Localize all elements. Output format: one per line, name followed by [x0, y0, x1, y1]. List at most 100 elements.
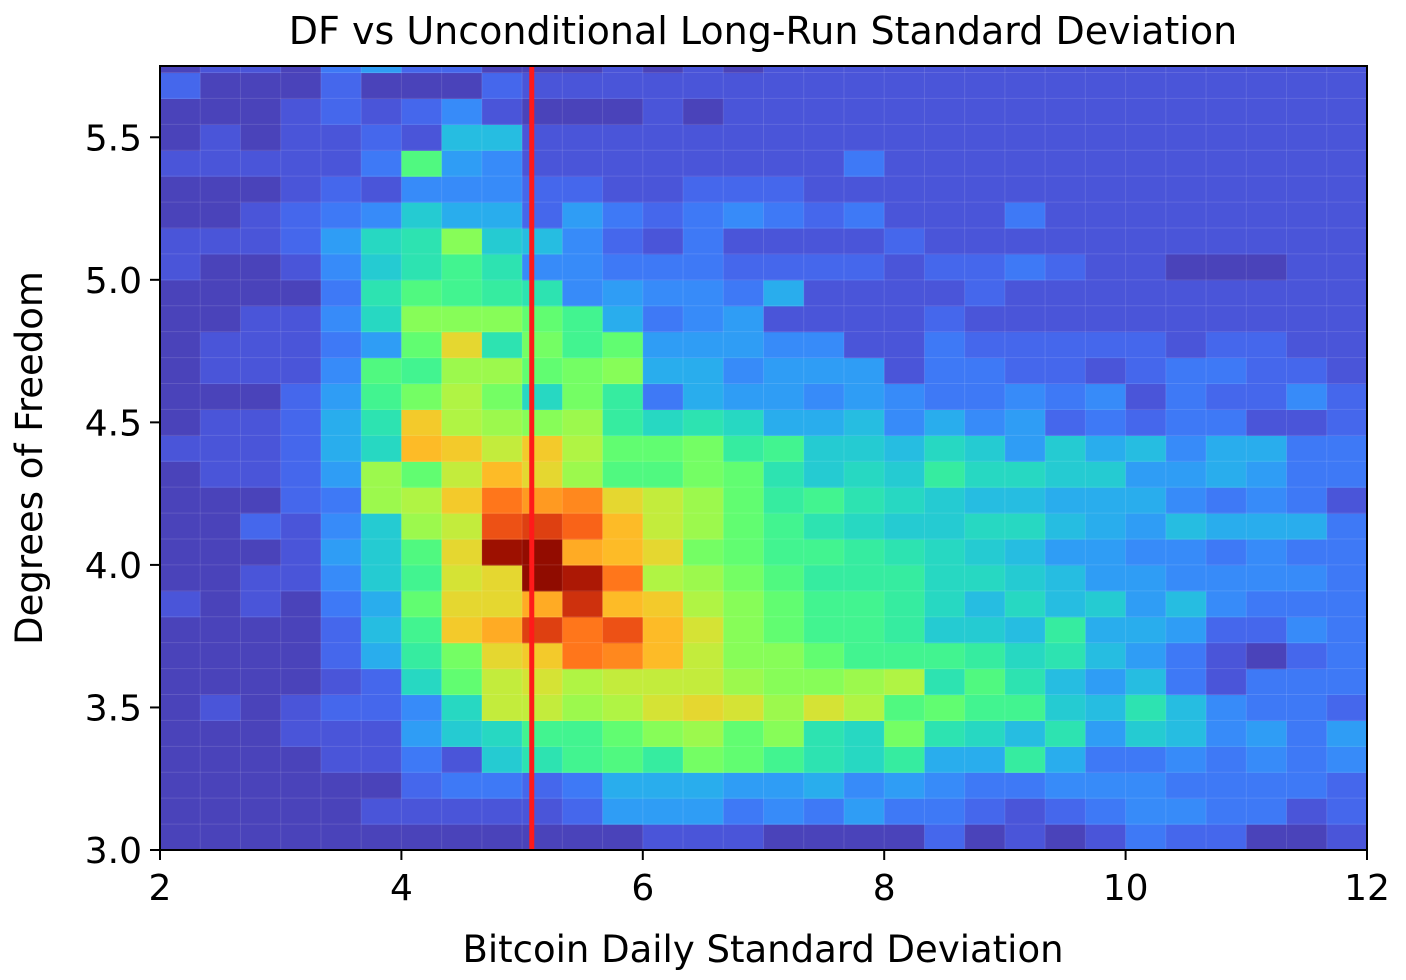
heatmap-cell: [723, 720, 765, 747]
heatmap-cell: [401, 305, 443, 333]
heatmap-cell: [683, 98, 724, 125]
heatmap-cell: [280, 98, 322, 125]
heatmap-cell: [723, 564, 765, 592]
heatmap-cell: [1125, 435, 1167, 462]
heatmap-cell: [320, 72, 362, 99]
heatmap-cell: [1004, 798, 1046, 825]
heatmap-cell: [481, 98, 523, 125]
heatmap-cell: [481, 616, 523, 644]
heatmap-cell: [240, 461, 282, 488]
heatmap-cell: [160, 642, 201, 670]
heatmap-cell: [1286, 305, 1328, 333]
heatmap-cell: [1326, 513, 1368, 540]
heatmap-cell: [1165, 383, 1207, 411]
heatmap-cell: [361, 279, 402, 307]
heatmap-cell: [562, 98, 604, 125]
heatmap-cell: [200, 72, 242, 99]
heatmap-cell: [481, 409, 523, 436]
heatmap-cell: [1045, 538, 1086, 566]
heatmap-cell: [843, 72, 885, 99]
heatmap-cell: [1045, 98, 1086, 125]
heatmap-cell: [562, 668, 604, 696]
heatmap-cell: [320, 694, 362, 722]
heatmap-cell: [723, 824, 765, 851]
heatmap-cell: [1085, 150, 1127, 177]
heatmap-cell: [441, 409, 483, 436]
heatmap-cell: [843, 798, 885, 825]
heatmap-cell: [522, 227, 563, 255]
heatmap-cell: [683, 590, 724, 618]
heatmap-cell: [1206, 305, 1247, 333]
heatmap-cell: [843, 564, 885, 592]
heatmap-cell: [1125, 66, 1167, 74]
heatmap-cell: [723, 746, 765, 773]
heatmap-cell: [884, 616, 926, 644]
heatmap-cell: [401, 202, 443, 229]
heatmap-cell: [964, 253, 1006, 281]
heatmap-cell: [803, 824, 845, 851]
heatmap-cell: [562, 461, 604, 488]
heatmap-cell: [160, 72, 201, 99]
heatmap-cell: [683, 513, 724, 540]
heatmap-cell: [884, 642, 926, 670]
heatmap-cell: [1004, 694, 1046, 722]
heatmap-cell: [683, 124, 724, 151]
heatmap-cell: [884, 409, 926, 436]
heatmap-cell: [843, 590, 885, 618]
heatmap-cell: [240, 746, 282, 773]
heatmap-cell: [200, 279, 242, 307]
heatmap-cell: [280, 66, 322, 74]
heatmap-cell: [522, 487, 563, 514]
heatmap-cell: [481, 72, 523, 99]
heatmap-cell: [723, 357, 765, 385]
heatmap-cell: [1045, 383, 1086, 411]
heatmap-cell: [763, 409, 805, 436]
heatmap-cell: [240, 435, 282, 462]
heatmap-cell: [763, 331, 805, 359]
heatmap-cell: [280, 279, 322, 307]
heatmap-cell: [280, 150, 322, 177]
heatmap-cell: [280, 383, 322, 411]
heatmap-cell: [481, 824, 523, 851]
heatmap-cell: [522, 616, 563, 644]
heatmap-cell: [683, 279, 724, 307]
heatmap-cell: [1165, 253, 1207, 281]
heatmap-cell: [1206, 202, 1247, 229]
heatmap-cell: [964, 305, 1006, 333]
heatmap-cell: [1286, 772, 1328, 799]
heatmap-cell: [361, 668, 402, 696]
heatmap-cell: [1045, 150, 1086, 177]
heatmap-cell: [240, 357, 282, 385]
heatmap-cell: [481, 590, 523, 618]
heatmap-cell: [160, 694, 201, 722]
heatmap-cell: [562, 513, 604, 540]
heatmap-cell: [160, 487, 201, 514]
heatmap-cell: [481, 487, 523, 514]
heatmap-cell: [1085, 538, 1127, 566]
heatmap-cell: [723, 202, 765, 229]
heatmap-cell: [1326, 202, 1368, 229]
heatmap-cell: [522, 590, 563, 618]
heatmap-cell: [964, 590, 1006, 618]
heatmap-cell: [160, 668, 201, 696]
heatmap-cell: [1085, 720, 1127, 747]
heatmap-cell: [843, 253, 885, 281]
heatmap-cell: [723, 772, 765, 799]
heatmap-cell: [441, 383, 483, 411]
heatmap-cell: [1165, 150, 1207, 177]
heatmap-cell: [240, 305, 282, 333]
heatmap-cell: [1326, 720, 1368, 747]
heatmap-cell: [320, 227, 362, 255]
heatmap-cell: [884, 461, 926, 488]
heatmap-cell: [1085, 746, 1127, 773]
heatmap-cell: [1206, 72, 1247, 99]
heatmap-cell: [1246, 98, 1288, 125]
heatmap-cell: [361, 461, 402, 488]
x-axis-label: Bitcoin Daily Standard Deviation: [462, 928, 1063, 971]
heatmap-cell: [1246, 487, 1288, 514]
x-tick-label: 8: [873, 868, 896, 909]
heatmap-cell: [723, 150, 765, 177]
heatmap-cell: [280, 461, 322, 488]
heatmap-cell: [642, 98, 684, 125]
heatmap-cell: [1045, 176, 1086, 203]
